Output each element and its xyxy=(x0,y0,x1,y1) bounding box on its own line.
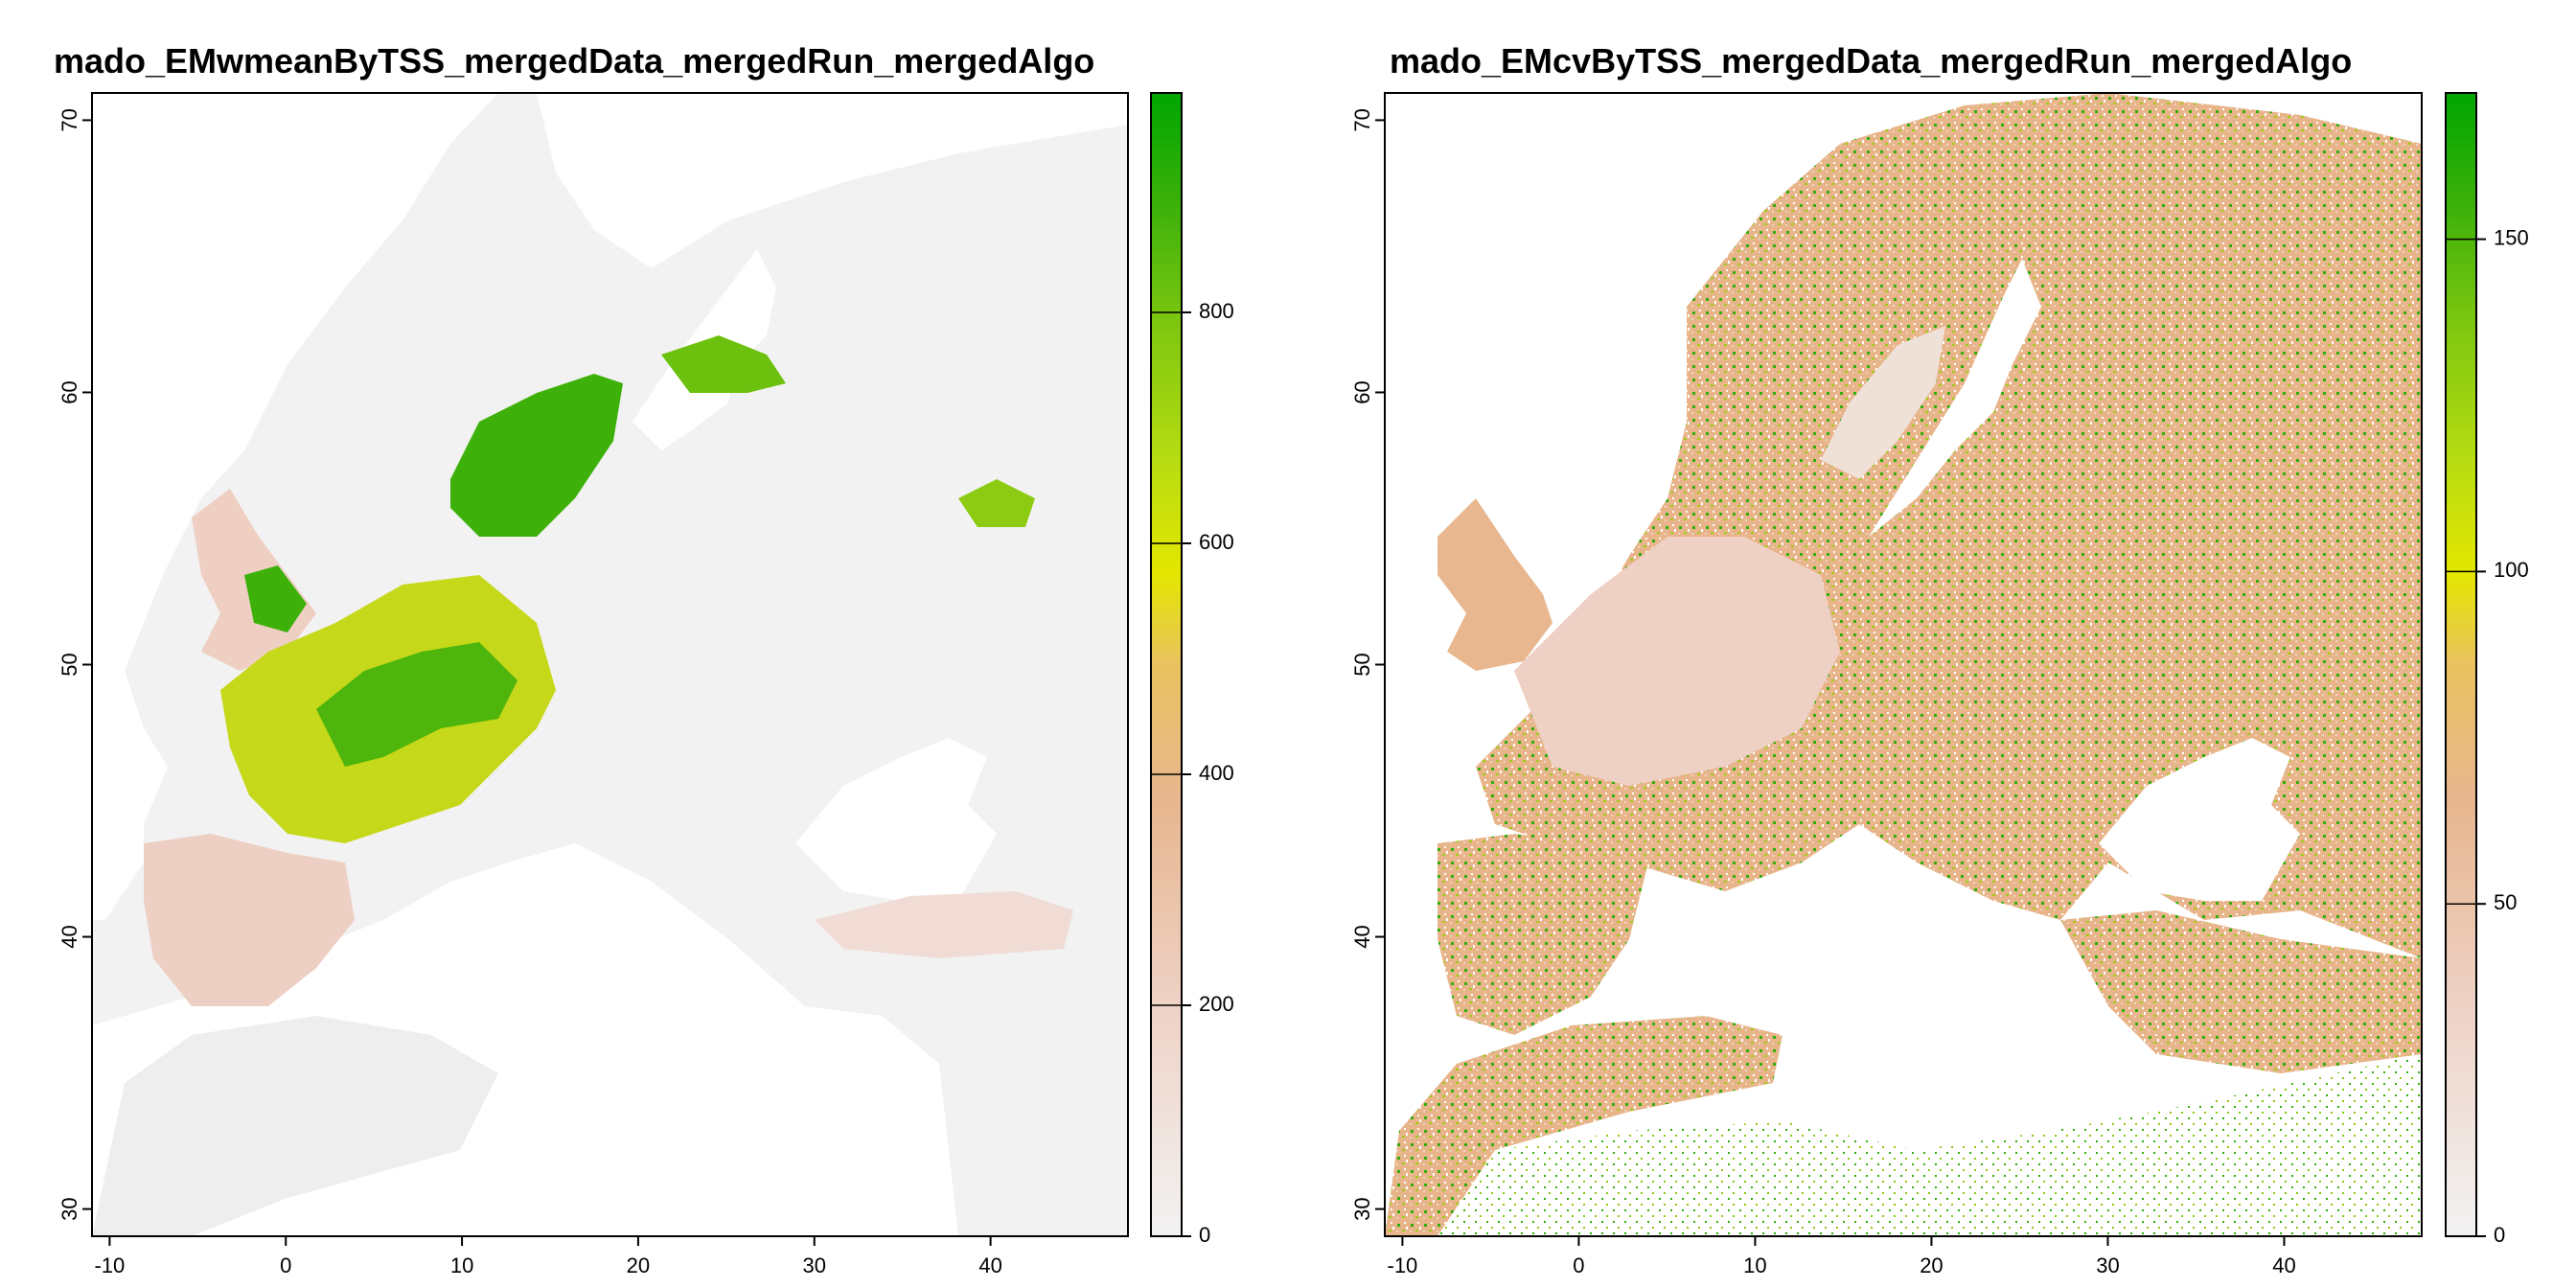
hotspot-finland-left xyxy=(661,335,786,393)
x-tick-label: 0 xyxy=(1573,1254,1584,1277)
land-sahara-right xyxy=(1438,1054,2422,1236)
panel-right-title: mado_EMcvByTSS_mergedData_mergedRun_merg… xyxy=(1390,41,2352,80)
y-tick-label: 70 xyxy=(58,108,81,131)
x-tick-label: 0 xyxy=(280,1254,291,1277)
y-tick-label: 70 xyxy=(1350,108,1374,131)
land-turkey-left xyxy=(815,891,1073,958)
panel-right: mado_EMcvByTSS_mergedData_mergedRun_merg… xyxy=(1350,41,2529,1277)
land-north-africa-right xyxy=(1385,1016,1782,1236)
legend-left-bar xyxy=(1150,92,1183,1237)
sea-black-left xyxy=(795,738,997,901)
x-tick-label: 20 xyxy=(627,1254,650,1277)
land-western-europe-right xyxy=(1514,537,1840,786)
legend-right-ticks: 0 50 100 150 xyxy=(2446,225,2529,1247)
land-iberia-right xyxy=(1438,834,1648,1035)
legend-tick-label: 100 xyxy=(2494,558,2529,582)
x-tick-label: 30 xyxy=(2096,1254,2119,1277)
y-axis-right: 30 40 50 60 70 xyxy=(1350,108,1385,1221)
y-tick-label: 50 xyxy=(1350,653,1374,676)
land-iberia-left xyxy=(144,834,355,1006)
x-tick-label: 30 xyxy=(803,1254,826,1277)
legend-tick-label: 400 xyxy=(1199,761,1234,785)
sea-baltic-right xyxy=(1869,259,2041,537)
legend-tick-label: 0 xyxy=(2494,1223,2505,1247)
x-axis-left: -10 0 10 20 30 40 xyxy=(94,1236,1002,1277)
hotspot-uk-left xyxy=(244,565,307,632)
panel-left: mado_EMwmeanByTSS_mergedData_mergedRun_m… xyxy=(54,41,1234,1277)
legend-tick-label: 600 xyxy=(1199,530,1234,554)
x-tick-label: -10 xyxy=(94,1254,125,1277)
y-tick-label: 60 xyxy=(1350,380,1374,403)
legend-tick-label: 50 xyxy=(2494,890,2517,914)
map-right xyxy=(1385,93,2422,1236)
legend-right: 0 50 100 150 xyxy=(2445,92,2529,1247)
hotspot-france-core-left xyxy=(316,642,518,767)
sea-atlantic-left xyxy=(92,93,498,920)
legend-tick-label: 150 xyxy=(2494,225,2529,249)
legend-left: 0 200 400 600 800 xyxy=(1150,92,1234,1247)
legend-tick-label: 200 xyxy=(1199,992,1234,1016)
legend-left-ticks: 0 200 400 600 800 xyxy=(1151,299,1234,1247)
y-tick-label: 30 xyxy=(58,1197,81,1220)
x-tick-label: -10 xyxy=(1388,1254,1418,1277)
hotspot-east-left xyxy=(958,479,1035,527)
legend-right-bar xyxy=(2445,92,2477,1237)
x-axis-right: -10 0 10 20 30 40 xyxy=(1388,1236,2296,1277)
y-tick-label: 30 xyxy=(1350,1197,1374,1220)
map-left xyxy=(92,93,1128,1236)
legend-tick-label: 0 xyxy=(1199,1223,1210,1247)
y-axis-left: 30 40 50 60 70 xyxy=(58,108,92,1221)
land-sweden-pale-right xyxy=(1821,326,1945,479)
land-north-africa-left xyxy=(92,1016,498,1236)
x-tick-label: 20 xyxy=(1920,1254,1943,1277)
legend-tick-label: 800 xyxy=(1199,299,1234,323)
y-tick-label: 50 xyxy=(58,653,81,676)
sea-north-left xyxy=(537,93,1128,268)
y-tick-label: 60 xyxy=(58,380,81,403)
x-tick-label: 40 xyxy=(2272,1254,2295,1277)
sea-mediterranean-right xyxy=(1629,920,2108,1140)
hotspot-scandinavia-left xyxy=(450,374,623,537)
land-uk-right xyxy=(1438,498,1552,671)
x-tick-label: 10 xyxy=(1743,1254,1766,1277)
land-middle-east-right xyxy=(2060,910,2422,1073)
y-tick-label: 40 xyxy=(1350,925,1374,948)
x-tick-label: 10 xyxy=(450,1254,473,1277)
panel-left-title: mado_EMwmeanByTSS_mergedData_mergedRun_m… xyxy=(54,41,1094,80)
y-tick-label: 40 xyxy=(58,925,81,948)
sea-black-right xyxy=(2099,738,2300,901)
x-tick-label: 40 xyxy=(978,1254,1001,1277)
